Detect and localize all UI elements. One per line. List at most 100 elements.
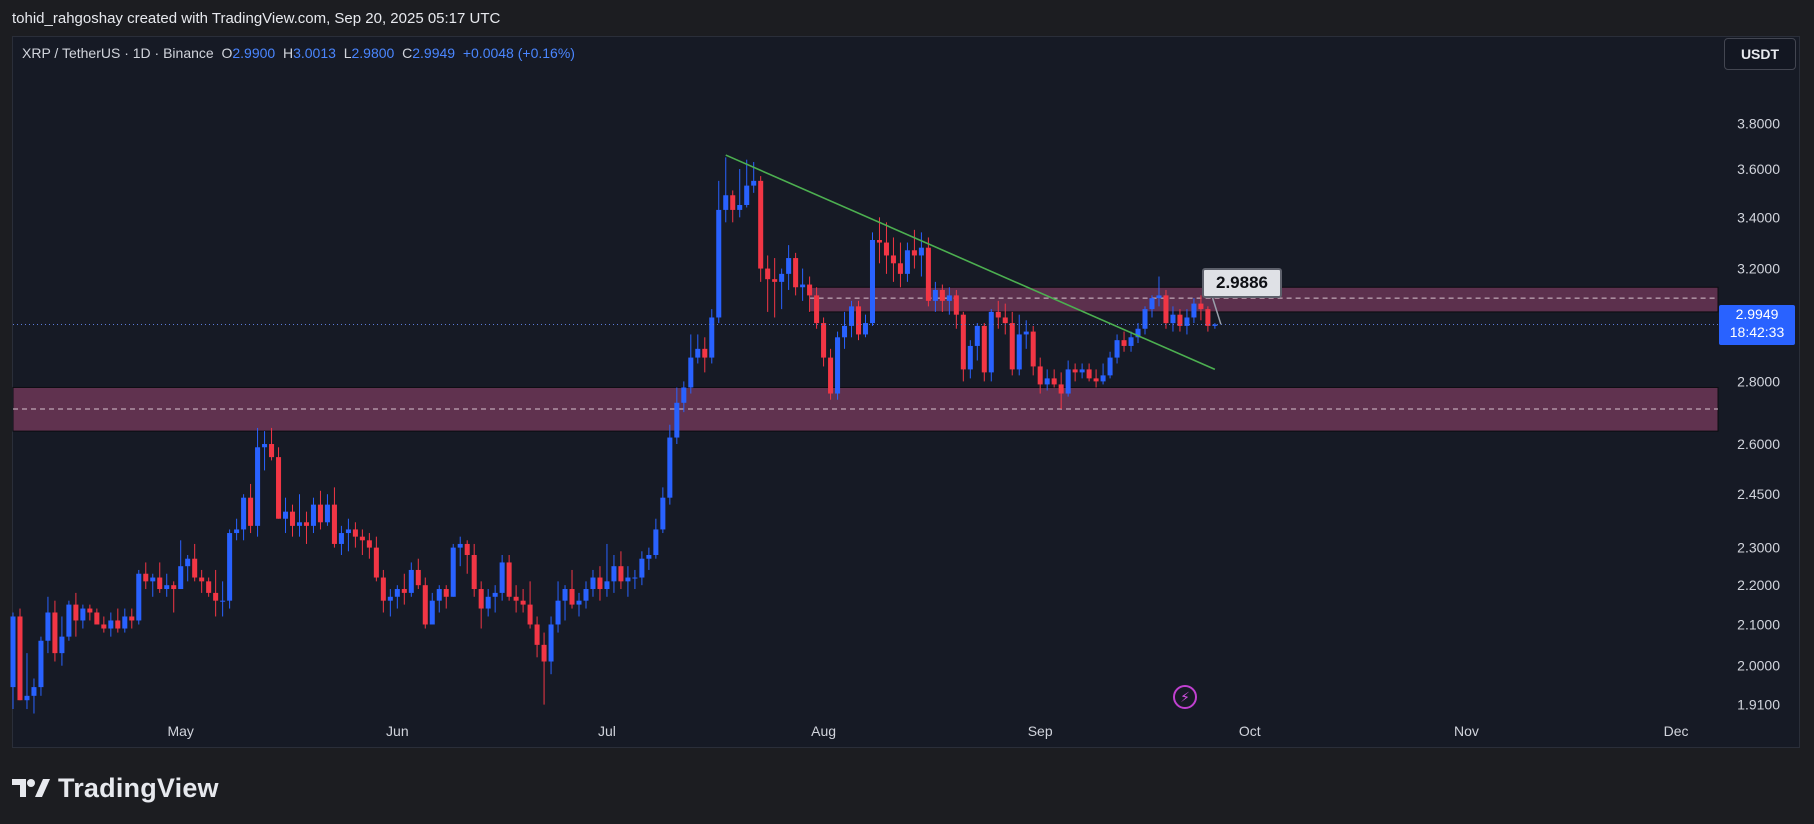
candle-body [786,258,792,274]
candle [597,566,603,601]
candle-body [178,566,184,590]
price-axis: 3.8000 3.6000 3.4000 3.2000 2.8000 2.6000 2.45… [1737,115,1780,712]
time-tick-label: Sep [1028,723,1053,739]
support-zone [12,386,1719,432]
candle [716,180,722,324]
candle [115,608,121,633]
candle [241,494,247,541]
candle-body [1198,303,1204,310]
candle-body [1191,303,1197,318]
candle [192,543,198,582]
candle [45,596,51,654]
currency-button[interactable]: USDT [1724,38,1796,70]
candle [94,608,100,625]
candle-body [38,640,44,688]
candle [653,518,659,559]
candle-body [702,348,708,358]
time-tick-label: Jun [386,723,409,739]
candle-body [1107,357,1113,376]
time-axis: May Jun Jul Aug Sep Oct Nov Dec [167,723,1688,739]
candle [890,237,896,282]
candle-body [73,604,79,621]
candle-body [122,616,128,629]
candle [485,589,491,617]
candle [744,159,750,208]
candle [534,616,540,658]
candle [87,604,93,621]
candle [262,431,268,471]
countdown-value: 18:42:33 [1729,324,1785,340]
candle [289,504,296,537]
candle [876,217,882,264]
candle [1009,311,1015,376]
candle-body [1051,378,1057,385]
candle [429,592,435,625]
candle [793,252,799,296]
candle [157,562,163,593]
candle [786,245,792,290]
low-value: 2.9800 [351,45,395,61]
price-tick-label: 1.9100 [1737,697,1780,713]
candle [569,569,575,609]
candle-body [1100,375,1106,382]
candle-body [1016,334,1022,370]
candle [723,157,729,223]
callout-pointer [1211,295,1222,325]
candle [206,577,212,597]
candle [1023,320,1029,349]
candle-body [569,589,575,605]
candle [779,268,785,310]
candle-body [394,589,400,597]
candle [883,222,889,274]
symbol-title[interactable]: XRP / TetherUS · 1D · Binance [22,45,214,61]
candle-body [995,311,1001,318]
candle-body [255,447,261,526]
candle [520,589,526,613]
candle-body [897,263,903,274]
candle-body [688,357,694,388]
candle [394,585,400,609]
candle [422,577,428,629]
candle-body [331,504,337,544]
candle-body [932,289,938,301]
candle-body [1030,331,1036,367]
candle [220,581,226,617]
candle [953,289,959,329]
candle [1058,372,1064,410]
candle [1107,351,1113,379]
candle [981,323,987,382]
candle-body [241,497,247,530]
candle-body [303,522,309,526]
price-tick-label: 3.8000 [1737,115,1780,131]
candle-body [751,180,757,186]
candle [737,169,743,218]
candle-body [883,242,889,256]
candle [129,608,135,629]
candle [681,381,687,413]
candle-body [555,600,561,625]
candle [296,494,303,537]
candle [178,540,184,590]
candle-body [317,504,323,523]
candle-body [164,585,170,590]
time-tick-label: Jul [598,723,616,739]
candle-body [1177,314,1183,326]
candle [800,268,806,301]
price-callout[interactable]: 2.9886 [1202,268,1282,298]
candle-body [101,624,107,629]
candle-body [1184,317,1190,326]
candle [849,300,855,338]
candle-body [904,250,910,274]
candles-layer [10,157,1218,714]
lightning-bolt-icon[interactable]: ⚡ [1173,685,1197,709]
candle [122,608,128,633]
candle-body [192,558,198,578]
candle [765,255,771,312]
candle-body [373,547,379,578]
candle [66,600,72,641]
candle-body [744,185,750,205]
candle [1121,331,1127,352]
candle-body [129,616,135,621]
candle-body [213,592,219,601]
